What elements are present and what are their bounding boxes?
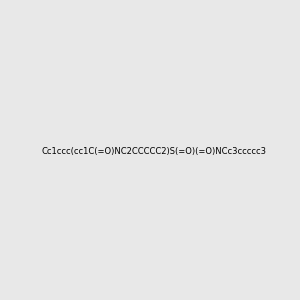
Text: Cc1ccc(cc1C(=O)NC2CCCCC2)S(=O)(=O)NCc3ccccc3: Cc1ccc(cc1C(=O)NC2CCCCC2)S(=O)(=O)NCc3cc… — [41, 147, 266, 156]
